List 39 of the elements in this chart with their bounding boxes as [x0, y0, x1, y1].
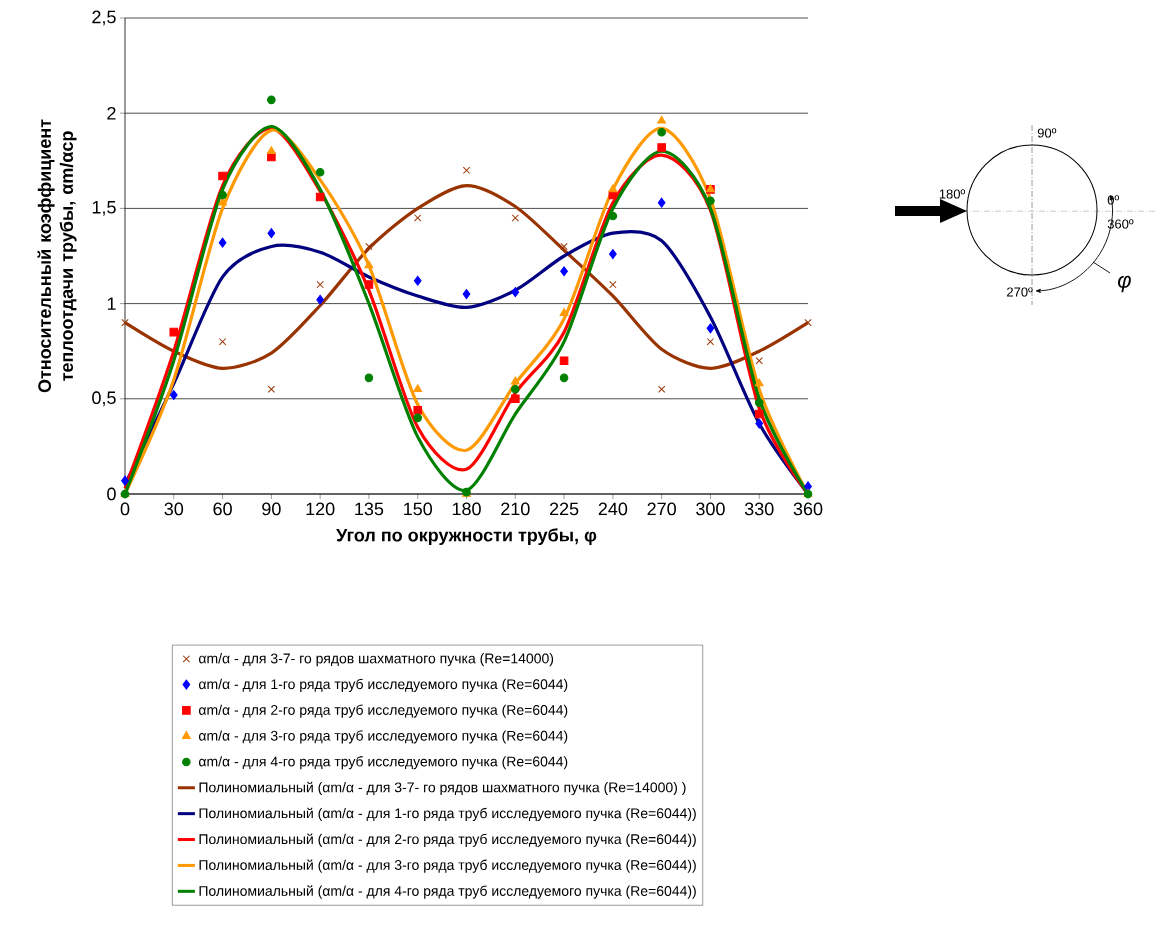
x-tick-label: 270: [647, 502, 676, 516]
text: 270º: [1007, 287, 1033, 297]
x-tick-label: 360: [793, 502, 823, 516]
y-tick-label: 0: [107, 487, 116, 501]
x-tick-label: 330: [744, 502, 774, 516]
x-tick-label: 135: [355, 502, 384, 516]
x-tick-label: 120: [306, 502, 335, 516]
legend-label: Полиномиальный (αm/α - для 3-го ряда труб исследуемого пучка (Re=6044)): [199, 859, 696, 873]
legend-label: αm/α - для 4-го ряда труб исследуемого пучка (Re=6044): [198, 756, 568, 770]
text: 360º: [1107, 219, 1134, 229]
legend-label: Полиномиальный (αm/α - для 2-го ряда труб исследуемого пучка (Re=6044)): [199, 833, 696, 847]
legend-label: Полиномиальный (αm/α - для 4-го ряда труб исследуемого пучка (Re=6044)): [199, 885, 696, 899]
x-tick-label: 90: [262, 502, 281, 516]
y-tick-label: 0,5: [92, 391, 116, 407]
legend-label: αm/α - для 3-7- го рядов шахматного пучка (Re=14000): [198, 653, 554, 667]
x-tick-label: 0: [120, 502, 130, 516]
text: 0º: [1107, 195, 1120, 205]
legend-label: αm/α - для 3-го ряда труб исследуемого пучка (Re=6044): [198, 730, 568, 744]
y-axis-title: Относительный коэффициент теплоотдачи трубы, αm/αср: [37, 119, 77, 393]
legend-label: αm/α - для 2-го ряда труб исследуемого пучка (Re=6044): [198, 704, 568, 718]
x-tick-label: 300: [696, 502, 725, 516]
x-tick-label: 60: [213, 502, 232, 516]
text: φ: [1117, 275, 1131, 293]
x-tick-label: 225: [549, 502, 579, 516]
y-tick-label: 1: [107, 297, 116, 310]
x-tick-label: 180: [452, 502, 481, 516]
x-axis-title: Угол по окружности трубы, φ: [336, 528, 597, 546]
legend-label: αm/α - для 1-го ряда труб исследуемого пучка (Re=6044): [198, 678, 568, 692]
y-tick-label: 2,5: [92, 10, 116, 26]
x-tick-label: 240: [598, 502, 628, 516]
y-tick-label: 2: [107, 106, 116, 120]
legend-label: Полиномиальный (αm/α - для 3-7- го рядов шахматного пучка (Re=14000) ): [199, 781, 686, 796]
x-tick-label: 150: [404, 502, 433, 516]
x-tick-label: 30: [164, 502, 184, 516]
x-tick-label: 210: [501, 502, 530, 516]
text: 180º: [939, 189, 966, 199]
legend-label: Полиномиальный (αm/α - для 1-го ряда труб исследуемого пучка (Re=6044)): [199, 807, 696, 821]
text: 90º: [1037, 128, 1057, 138]
y-tick-label: 1,5: [92, 201, 116, 216]
